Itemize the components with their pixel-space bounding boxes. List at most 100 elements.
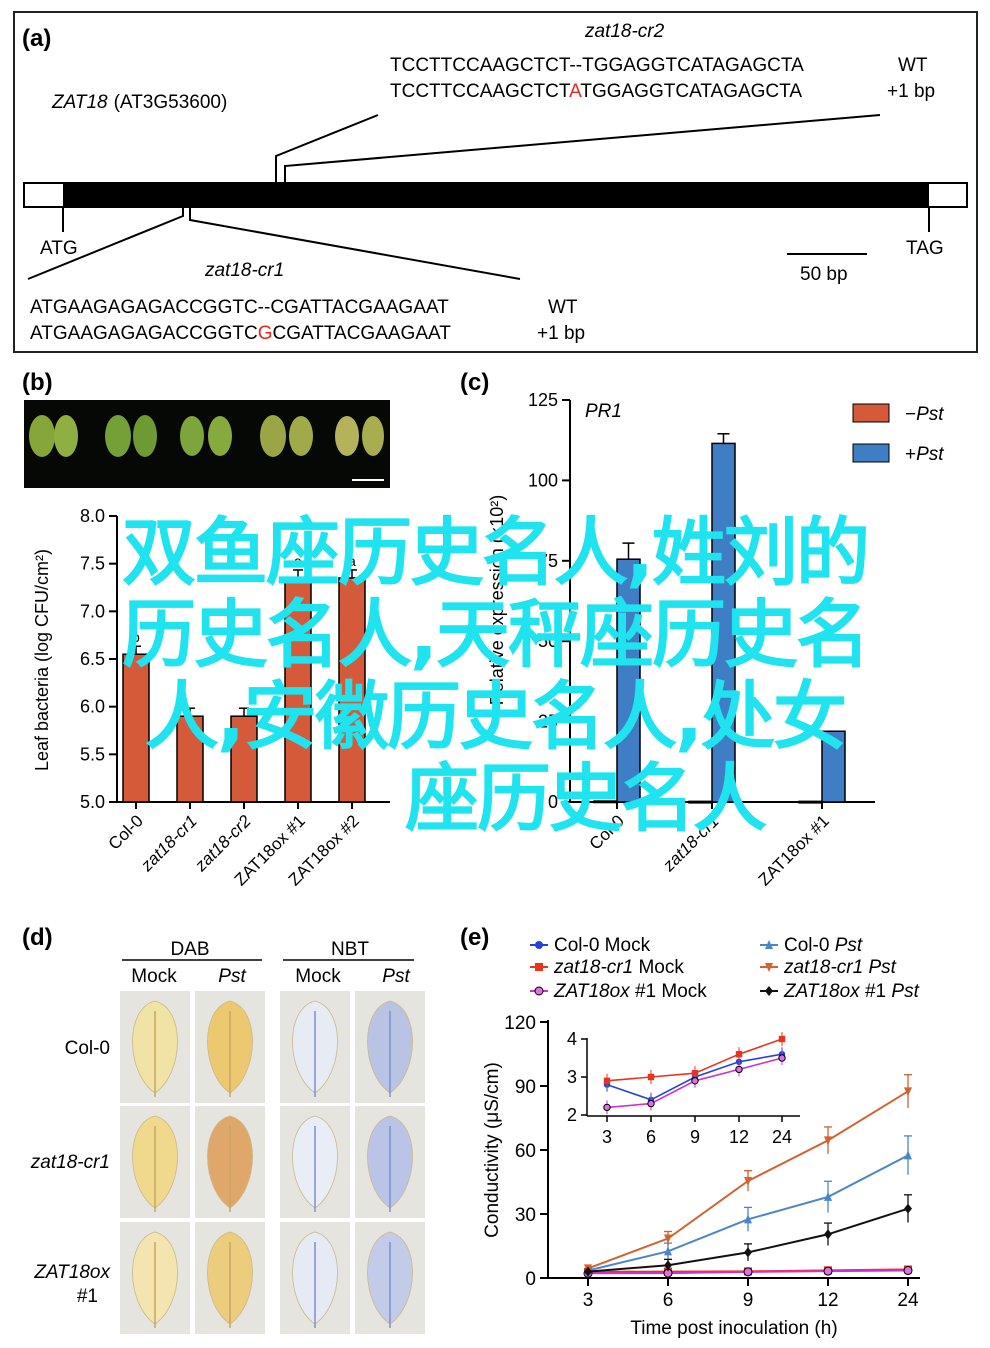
- legend-entry-label: Col-0 Pst: [784, 935, 863, 956]
- gene-model-cds: [63, 183, 929, 207]
- watermark-overlay-text: 双鱼座历史名人,姓刘的 历史名人,天秤座历史名 人,安徽历史名人,处女 座历史名…: [30, 512, 960, 840]
- b-bar-0: [122, 653, 150, 803]
- b-bar-4: [338, 577, 366, 803]
- row-label-col0: Col-0: [65, 1038, 110, 1059]
- data-point: [735, 1065, 743, 1074]
- data-point: [824, 1191, 832, 1201]
- b-y-tick-label: 6.5: [80, 649, 105, 669]
- panel-e-label: (e): [460, 924, 489, 951]
- treatment-dab-pst: Pst: [218, 966, 246, 987]
- data-point: [691, 1070, 699, 1077]
- e-y-tick-label: 30: [515, 1205, 536, 1226]
- data-point: [735, 1051, 743, 1058]
- data-point: [664, 1246, 672, 1256]
- inset-y-tick-label: 4: [567, 1029, 577, 1049]
- data-point: [765, 963, 773, 972]
- data-point: [823, 1266, 833, 1276]
- cr1-insertion-base: G: [258, 323, 273, 344]
- inset-y-tick-label: 2: [567, 1105, 577, 1125]
- inset-x-tick-label: 12: [729, 1127, 749, 1147]
- panel-c-legend: −Pst +Pst: [852, 403, 944, 465]
- cr2-wt-label: WT: [898, 55, 928, 76]
- data-point: [534, 986, 544, 996]
- e-x-tick-label: 9: [743, 1290, 754, 1311]
- data-point: [765, 940, 773, 949]
- data-point: [744, 1247, 752, 1258]
- cr2-mutant-label: +1 bp: [887, 81, 935, 102]
- data-point: [904, 1087, 912, 1097]
- b-bar-3: [284, 577, 312, 803]
- data-point: [903, 1266, 913, 1276]
- b-y-tick-label: 8.0: [80, 506, 105, 526]
- inset-x-tick-label: 6: [646, 1127, 656, 1147]
- legend-swatch-minus-pst: [852, 403, 890, 423]
- data-point: [647, 1099, 655, 1108]
- cr1-callout-right: [189, 207, 521, 280]
- data-point: [778, 1035, 786, 1043]
- cr2-wt-sequence: TCCTTCCAAGCTCT--TGGAGGTCATAGAGCTA: [390, 55, 804, 76]
- panel-d-label: (d): [22, 924, 53, 951]
- inset-x-tick-label: 24: [772, 1127, 792, 1147]
- panel-b-y-axis-title: Leaf bacteria (log CFU/cm²): [32, 549, 52, 771]
- inset-background: [562, 1028, 802, 1128]
- data-point: [735, 1058, 743, 1066]
- c-y-tick-label: 50: [538, 631, 558, 651]
- data-point: [824, 1136, 832, 1146]
- legend-entry-label: Col-0 Mock: [554, 935, 651, 956]
- data-point: [744, 1214, 752, 1224]
- c-y-tick-label: 25: [538, 712, 558, 732]
- data-point: [744, 1176, 752, 1186]
- gene-locus: (AT3G53600): [114, 92, 228, 113]
- data-point: [778, 1054, 786, 1062]
- b-y-tick-label: 7.5: [80, 554, 105, 574]
- c-y-tick-label: 0: [548, 792, 558, 812]
- cr2-mutant-sequence: TCCTTCCAAGCTCTATGGAGGTCATAGAGCTA: [390, 81, 802, 102]
- inset-x-tick-label: 9: [690, 1127, 700, 1147]
- scale-bar-label: 50 bp: [800, 264, 848, 285]
- b-y-tick-label: 5.0: [80, 792, 105, 812]
- c-y-tick-label: 75: [538, 551, 558, 571]
- e-x-tick-label: 24: [897, 1290, 919, 1311]
- stop-codon-label: TAG: [906, 238, 944, 259]
- panel-e-x-axis-title: Time post inoculation (h): [630, 1318, 837, 1339]
- overlay-line-1: 双鱼座历史名人,姓刘的: [121, 510, 870, 596]
- data-point: [691, 1077, 699, 1085]
- cr1-wt-label: WT: [548, 297, 578, 318]
- b-bar-1: [176, 715, 204, 803]
- data-point: [664, 1234, 672, 1244]
- data-point: [664, 1260, 672, 1271]
- leaf-photo: [24, 400, 390, 488]
- data-point: [824, 1229, 832, 1240]
- b-sig-letter: a: [294, 553, 302, 569]
- b-y-tick-label: 7.0: [80, 601, 105, 621]
- start-codon-label: ATG: [40, 238, 78, 259]
- data-point: [743, 1267, 753, 1277]
- panel-c-gene: PR1: [585, 401, 622, 422]
- stain-nbt-label: NBT: [331, 939, 369, 960]
- c-y-tick-label: 100: [528, 470, 558, 490]
- b-y-tick-label: 6.0: [80, 697, 105, 717]
- row-label-line-number: #1: [77, 1286, 98, 1307]
- treatment-nbt-pst: Pst: [382, 966, 410, 987]
- data-point: [535, 963, 543, 971]
- e-x-tick-label: 6: [663, 1290, 674, 1311]
- data-point: [603, 1077, 611, 1084]
- legend-entry-label: zat18-cr1 Pst: [783, 957, 897, 978]
- cr1-callout-left: [27, 207, 184, 280]
- data-point: [603, 1103, 611, 1112]
- overlay-line-3: 人,安徽历史名人,处女: [144, 674, 847, 760]
- inset-x-tick-label: 3: [602, 1127, 612, 1147]
- cr1-mutant-sequence: ATGAAGAGAGACCGGTCGCGATTACGAAGAAT: [30, 323, 451, 344]
- legend-swatch-plus-pst: [852, 443, 890, 463]
- row-label-zat18ox: ZAT18ox: [33, 1262, 111, 1283]
- b-sig-letter: a: [348, 553, 356, 569]
- stain-dab-label: DAB: [170, 939, 209, 960]
- cr1-mutant-label: +1 bp: [537, 323, 585, 344]
- cr2-insertion-base: A: [569, 81, 582, 102]
- panel-a-frame: [13, 11, 978, 353]
- panel-c-y-axis-title: Relative expression (×10²): [487, 495, 507, 706]
- legend-label-minus-pst: −Pst: [905, 404, 944, 425]
- inset-y-tick-label: 3: [567, 1067, 577, 1087]
- treatment-nbt-mock: Mock: [295, 966, 341, 987]
